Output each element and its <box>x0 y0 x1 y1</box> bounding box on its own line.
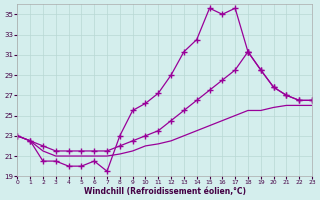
X-axis label: Windchill (Refroidissement éolien,°C): Windchill (Refroidissement éolien,°C) <box>84 187 246 196</box>
